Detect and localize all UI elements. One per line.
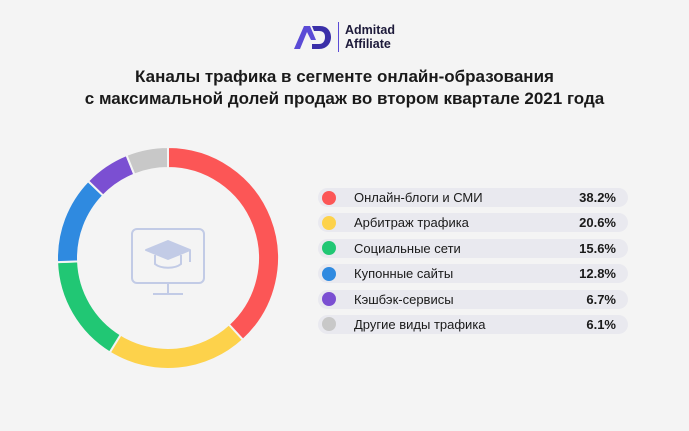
legend-item-5: Другие виды трафика 6.1% — [318, 314, 628, 334]
legend-item-4: Кэшбэк-сервисы 6.7% — [318, 289, 628, 309]
legend-item-1: Арбитраж трафика 20.6% — [318, 213, 628, 233]
legend-color-dot — [322, 317, 336, 332]
legend-color-dot — [322, 190, 336, 205]
legend-label: Арбитраж трафика — [354, 215, 469, 231]
legend-label: Социальные сети — [354, 240, 461, 256]
donut-slice-5 — [125, 145, 169, 176]
legend-label: Купонные сайты — [354, 266, 454, 282]
legend-value: 6.1% — [586, 316, 616, 332]
donut-slices — [56, 145, 280, 370]
legend-label: Другие виды трафика — [354, 316, 486, 332]
legend-color-dot — [322, 241, 336, 256]
brand-line-2: Affiliate — [345, 37, 391, 51]
legend-value: 12.8% — [579, 266, 616, 282]
legend-item-0: Онлайн-блоги и СМИ 38.2% — [318, 188, 628, 207]
legend-color-dot — [322, 215, 336, 230]
donut-slice-1 — [108, 322, 245, 370]
chart-title-line-2: с максимальной долей продаж во втором кв… — [84, 89, 605, 108]
legend-item-3: Купонные сайты 12.8% — [318, 264, 628, 284]
legend-item-2: Социальные сети 15.6% — [318, 238, 628, 258]
chart-title: Каналы трафика в сегменте онлайн-образов… — [0, 66, 689, 110]
donut-slice-3 — [56, 179, 105, 264]
monitor-graduation-cap-icon — [131, 228, 205, 295]
legend-value: 38.2% — [579, 190, 616, 205]
admitad-logo-icon — [294, 26, 331, 49]
legend-label: Онлайн-блоги и СМИ — [354, 190, 483, 205]
legend-color-dot — [322, 266, 336, 281]
chart-legend: Онлайн-блоги и СМИ 38.2% Арбитраж трафика 2… — [318, 188, 628, 340]
legend-value: 6.7% — [586, 291, 616, 307]
legend-value: 20.6% — [579, 215, 616, 231]
legend-value: 15.6% — [579, 240, 616, 256]
brand-line-1: Admitad — [345, 23, 395, 37]
brand-logo: Admitad Affiliate — [292, 20, 395, 54]
logo-divider — [338, 22, 339, 52]
brand-name: Admitad Affiliate — [345, 23, 395, 51]
donut-slice-2 — [56, 260, 123, 354]
chart-title-line-1: Каналы трафика в сегменте онлайн-образов… — [135, 67, 554, 86]
legend-color-dot — [322, 292, 336, 307]
donut-slice-0 — [167, 145, 280, 342]
legend-label: Кэшбэк-сервисы — [354, 291, 454, 307]
